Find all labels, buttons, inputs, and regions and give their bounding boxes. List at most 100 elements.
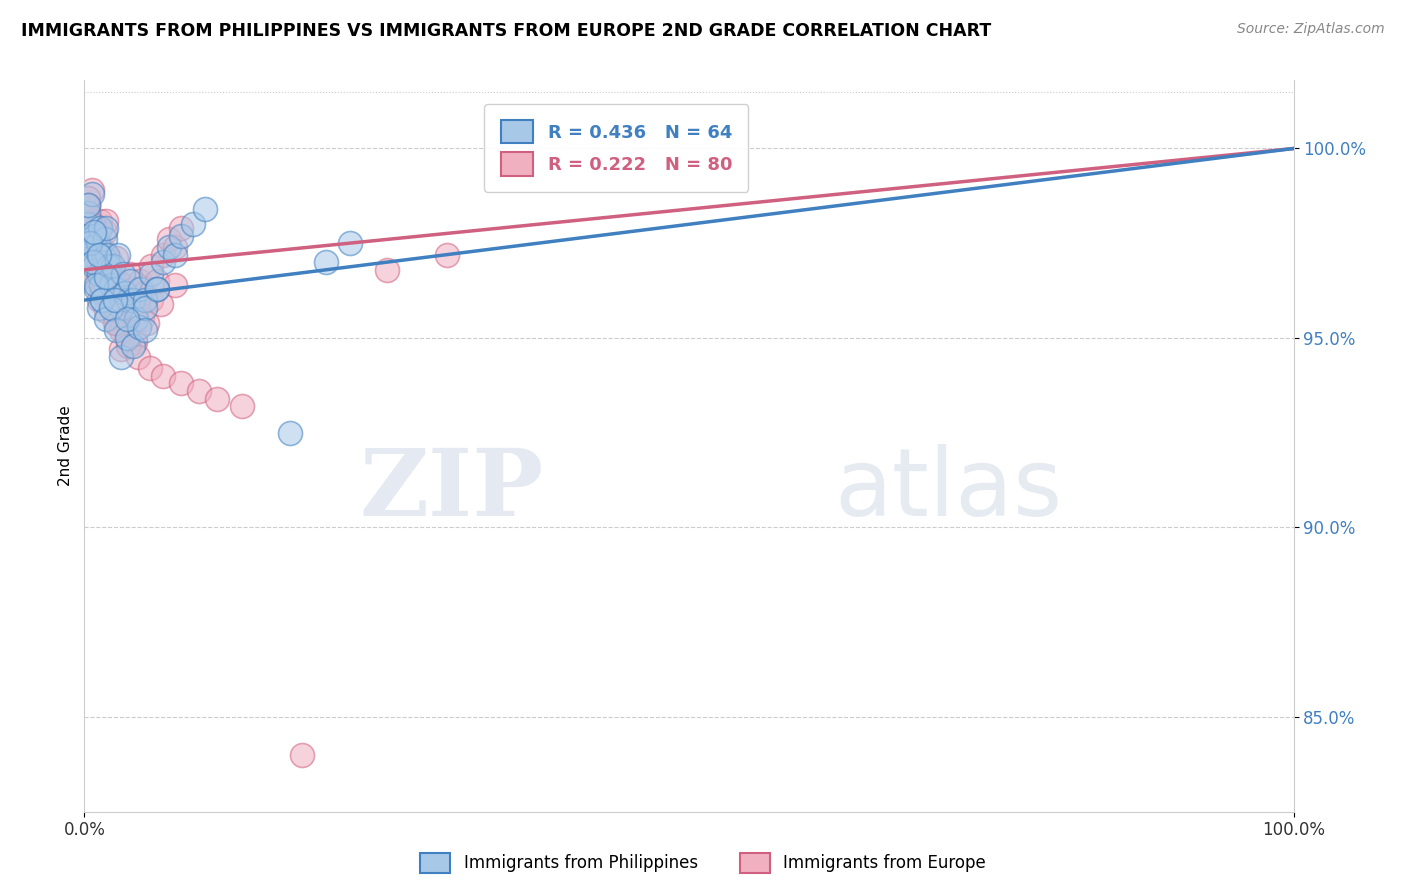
Point bbox=[94, 213, 117, 227]
Point bbox=[124, 331, 146, 345]
Point bbox=[110, 350, 132, 364]
Point bbox=[110, 301, 132, 315]
Point bbox=[89, 221, 111, 235]
Point bbox=[134, 285, 156, 300]
Point bbox=[291, 747, 314, 762]
Point bbox=[117, 323, 139, 337]
Point bbox=[146, 282, 169, 296]
Point bbox=[134, 323, 156, 337]
Point bbox=[152, 255, 174, 269]
Point bbox=[91, 285, 114, 300]
Point bbox=[93, 274, 115, 288]
Point bbox=[77, 198, 100, 212]
Point bbox=[231, 399, 253, 413]
Point bbox=[100, 277, 122, 292]
Point bbox=[138, 361, 160, 376]
Point bbox=[121, 338, 143, 352]
Point bbox=[117, 338, 139, 352]
Point bbox=[100, 270, 122, 285]
Point bbox=[120, 267, 142, 281]
Legend: Immigrants from Philippines, Immigrants from Europe: Immigrants from Philippines, Immigrants … bbox=[413, 847, 993, 880]
Point bbox=[86, 274, 108, 288]
Point bbox=[157, 240, 180, 254]
Point bbox=[93, 252, 115, 266]
Point bbox=[94, 232, 117, 246]
Point bbox=[121, 282, 143, 296]
Point bbox=[315, 255, 337, 269]
Point bbox=[131, 312, 153, 326]
Point bbox=[115, 331, 138, 345]
Point bbox=[86, 228, 108, 243]
Point bbox=[86, 236, 108, 251]
Point bbox=[112, 267, 135, 281]
Point bbox=[127, 350, 149, 364]
Point bbox=[82, 217, 104, 231]
Text: IMMIGRANTS FROM PHILIPPINES VS IMMIGRANTS FROM EUROPE 2ND GRADE CORRELATION CHAR: IMMIGRANTS FROM PHILIPPINES VS IMMIGRANT… bbox=[21, 22, 991, 40]
Point bbox=[149, 297, 172, 311]
Point bbox=[104, 252, 127, 266]
Point bbox=[105, 304, 128, 318]
Point bbox=[134, 293, 156, 307]
Point bbox=[91, 293, 114, 307]
Point bbox=[117, 293, 139, 307]
Point bbox=[90, 277, 112, 292]
Point bbox=[152, 368, 174, 383]
Point bbox=[77, 198, 100, 212]
Point bbox=[87, 267, 110, 281]
Point bbox=[170, 376, 193, 391]
Point bbox=[84, 228, 107, 243]
Point bbox=[170, 228, 193, 243]
Point bbox=[100, 301, 122, 315]
Point bbox=[115, 285, 138, 300]
Point bbox=[339, 236, 361, 251]
Point bbox=[124, 334, 146, 349]
Point bbox=[87, 301, 110, 315]
Point bbox=[103, 259, 125, 273]
Point bbox=[83, 259, 105, 273]
Point bbox=[188, 384, 211, 398]
Point bbox=[107, 274, 129, 288]
Point bbox=[82, 255, 104, 269]
Point bbox=[121, 293, 143, 307]
Point bbox=[83, 252, 105, 266]
Point bbox=[181, 217, 204, 231]
Point bbox=[80, 247, 103, 261]
Point bbox=[165, 240, 187, 254]
Point bbox=[77, 206, 100, 220]
Point bbox=[93, 262, 115, 277]
Point bbox=[93, 244, 115, 258]
Point bbox=[97, 293, 120, 307]
Text: atlas: atlas bbox=[834, 444, 1063, 536]
Point bbox=[107, 247, 129, 261]
Point bbox=[84, 221, 107, 235]
Point bbox=[120, 274, 142, 288]
Point bbox=[110, 323, 132, 337]
Point bbox=[94, 225, 117, 239]
Point bbox=[114, 285, 136, 300]
Point bbox=[110, 293, 132, 307]
Point bbox=[80, 186, 103, 201]
Point bbox=[82, 240, 104, 254]
Point bbox=[82, 232, 104, 246]
Text: Source: ZipAtlas.com: Source: ZipAtlas.com bbox=[1237, 22, 1385, 37]
Point bbox=[79, 252, 101, 266]
Point bbox=[86, 277, 108, 292]
Point bbox=[152, 247, 174, 261]
Point bbox=[136, 316, 159, 330]
Point bbox=[104, 293, 127, 307]
Point bbox=[170, 221, 193, 235]
Point bbox=[207, 392, 229, 406]
Point bbox=[90, 270, 112, 285]
Point bbox=[77, 228, 100, 243]
Y-axis label: 2nd Grade: 2nd Grade bbox=[58, 406, 73, 486]
Point bbox=[79, 236, 101, 251]
Point bbox=[104, 316, 127, 330]
Point bbox=[157, 232, 180, 246]
Point bbox=[87, 247, 110, 261]
Point bbox=[146, 282, 169, 296]
Point bbox=[79, 217, 101, 231]
Point bbox=[125, 312, 148, 326]
Point bbox=[146, 274, 169, 288]
Point bbox=[91, 293, 114, 307]
Point bbox=[165, 277, 187, 292]
